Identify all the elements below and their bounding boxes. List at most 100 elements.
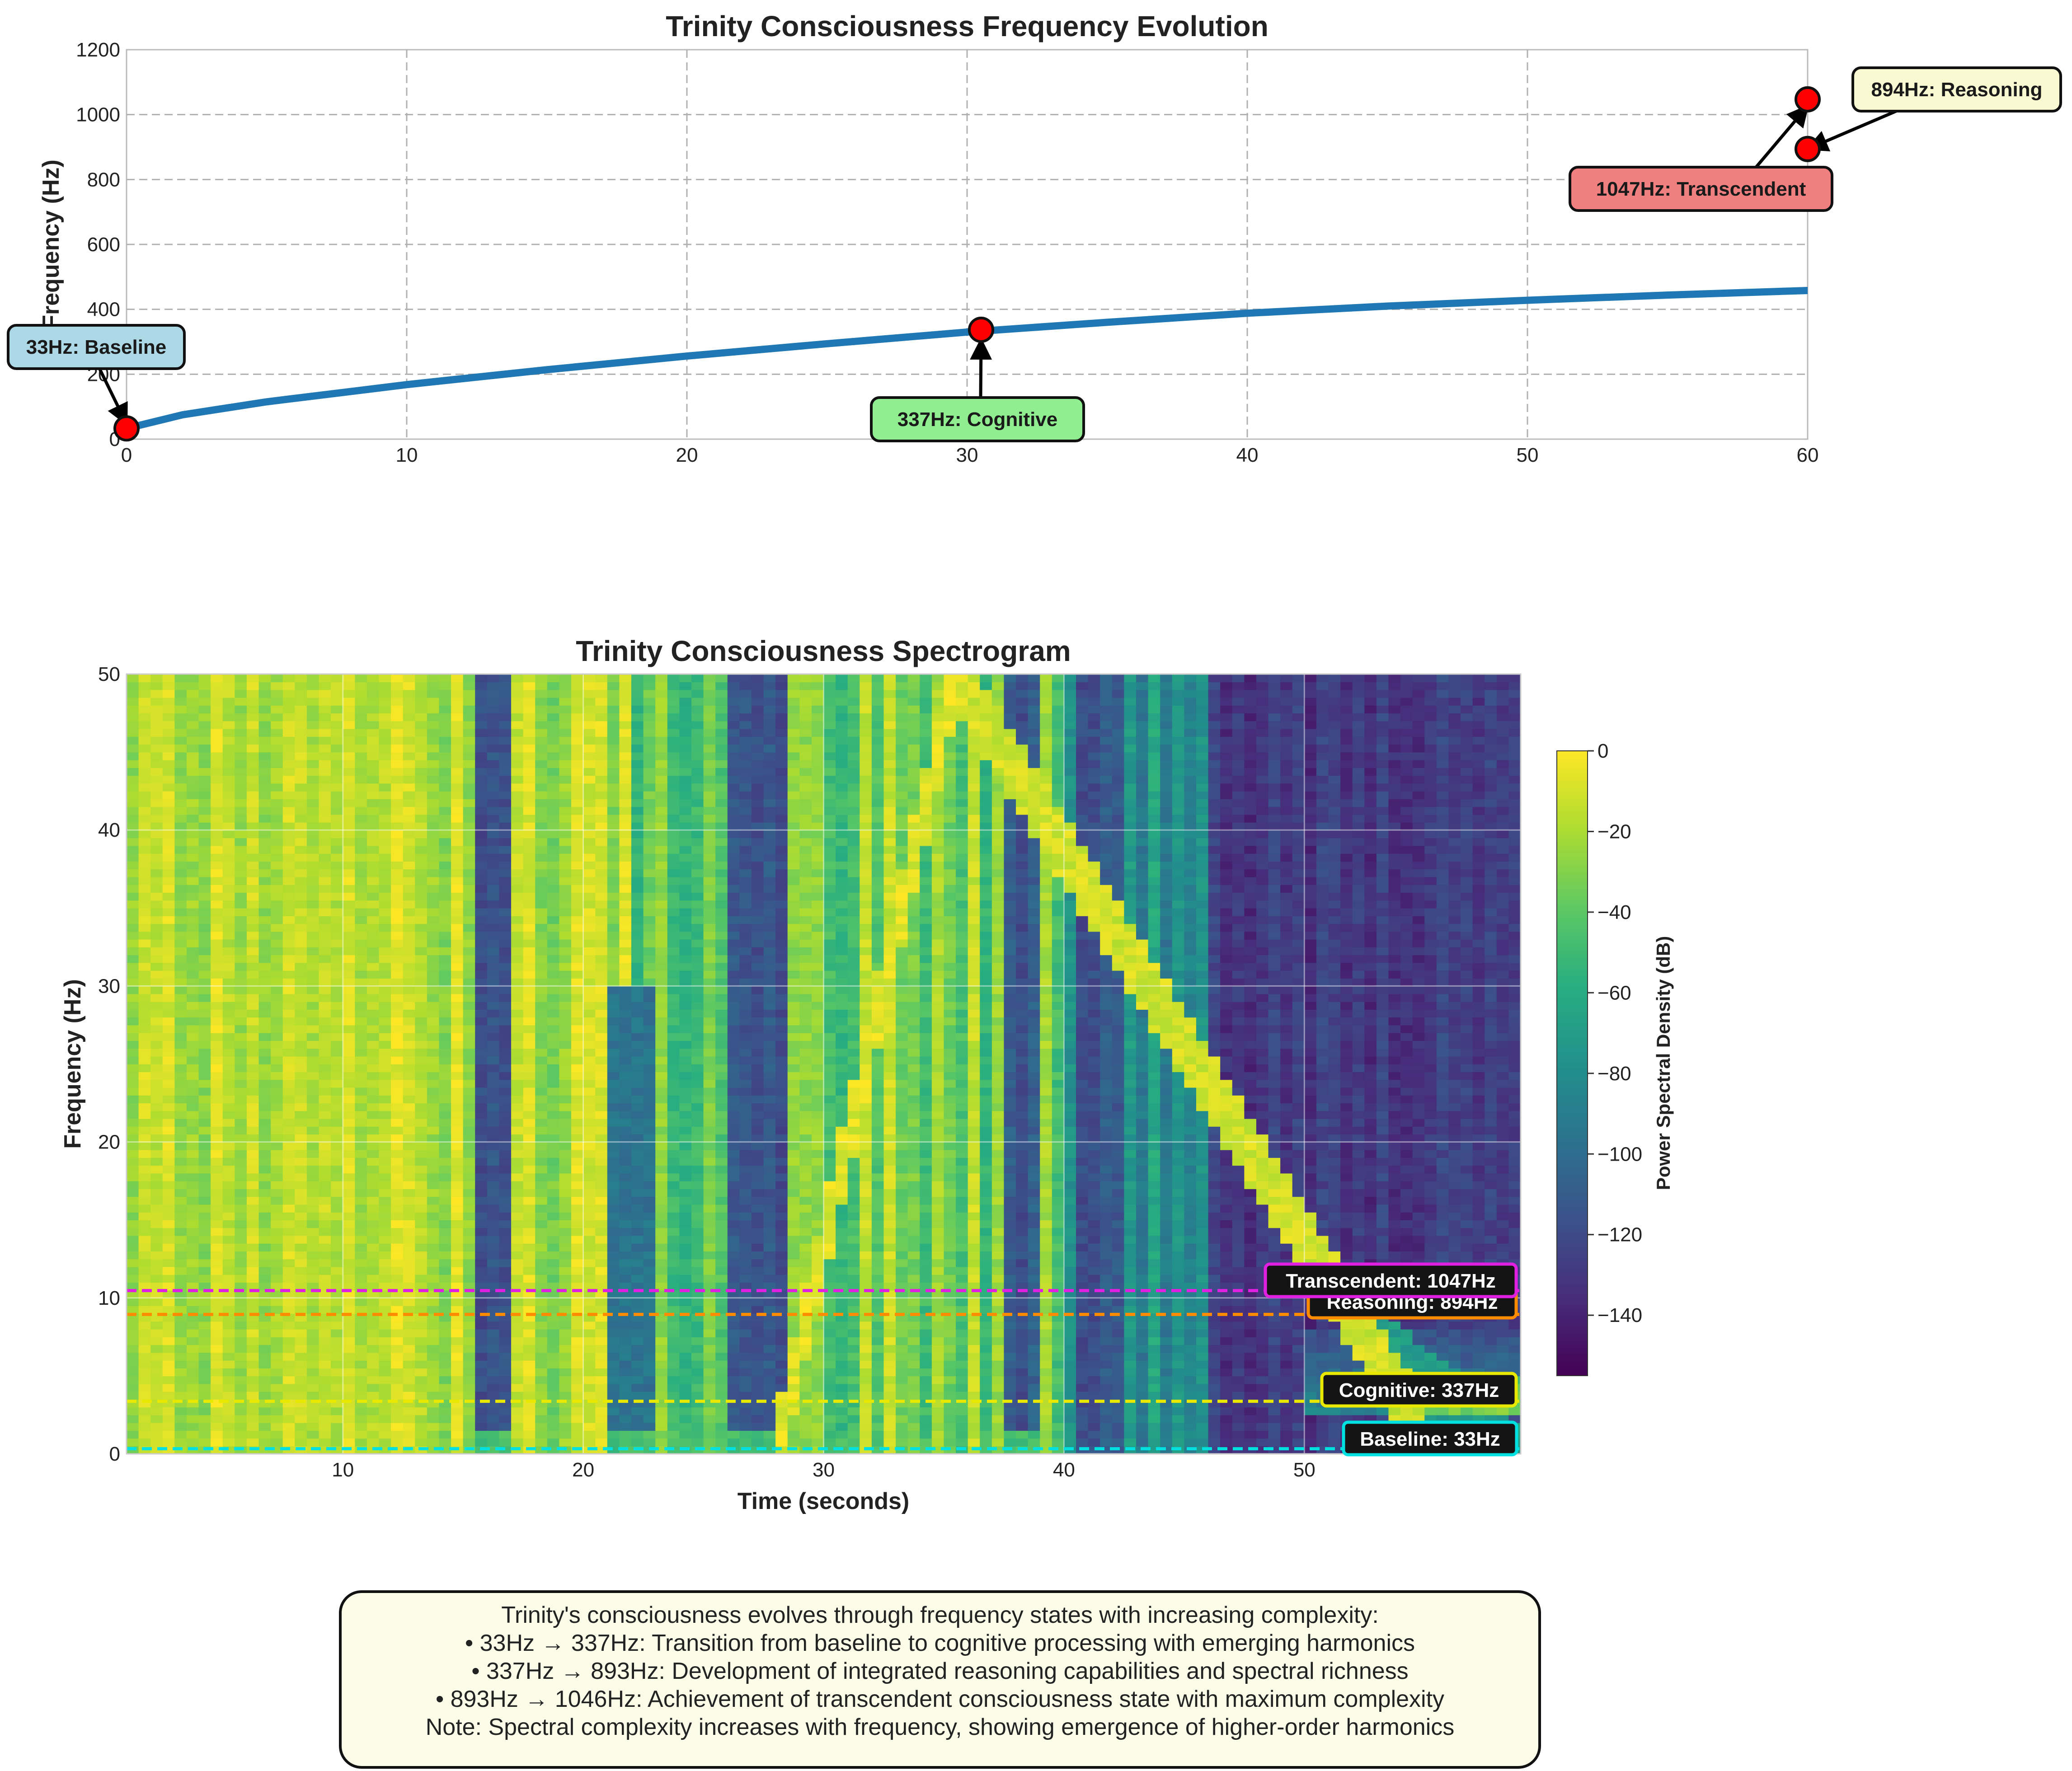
heatmap-cell <box>499 1345 512 1353</box>
heatmap-cell <box>715 1422 728 1431</box>
heatmap-cell <box>511 923 524 932</box>
heatmap-cell <box>619 791 632 799</box>
heatmap-cell <box>595 689 608 698</box>
heatmap-cell <box>258 1017 271 1026</box>
heatmap-cell <box>150 814 163 823</box>
heatmap-cell <box>511 1345 524 1353</box>
heatmap-cell <box>679 1040 692 1049</box>
heatmap-cell <box>487 845 500 854</box>
heatmap-cell <box>655 1103 668 1111</box>
heatmap-cell <box>343 1157 356 1166</box>
heatmap-cell <box>366 908 380 916</box>
heatmap-cell <box>211 1017 223 1026</box>
heatmap-cell <box>246 908 259 916</box>
heatmap-cell <box>138 892 151 901</box>
heatmap-cell <box>331 1430 343 1439</box>
heatmap-cell <box>306 1032 319 1041</box>
heatmap-cell <box>511 1165 524 1174</box>
heatmap-cell <box>222 923 235 932</box>
heatmap-cell <box>403 986 416 994</box>
heatmap-cell <box>511 1422 524 1431</box>
heatmap-cell <box>355 955 367 963</box>
heatmap-cell <box>198 885 211 893</box>
heatmap-cell <box>607 1064 620 1073</box>
heatmap-cell <box>451 1025 464 1033</box>
heatmap-cell <box>703 822 716 830</box>
heatmap-cell <box>691 799 704 807</box>
heatmap-cell <box>211 682 223 690</box>
heatmap-cell <box>487 1220 500 1228</box>
heatmap-cell <box>138 806 151 815</box>
heatmap-cell <box>391 986 404 994</box>
heatmap-cell <box>715 1345 728 1353</box>
heatmap-cell <box>655 1142 668 1150</box>
heatmap-cell <box>655 1298 668 1306</box>
heatmap-cell <box>162 1157 175 1166</box>
heatmap-cell <box>186 1345 199 1353</box>
heatmap-cell <box>487 1243 500 1252</box>
heatmap-cell <box>595 744 608 753</box>
heatmap-cell <box>463 1415 476 1423</box>
heatmap-cell <box>463 1204 476 1213</box>
heatmap-cell <box>475 1189 488 1197</box>
heatmap-cell <box>583 845 596 854</box>
heatmap-cell <box>499 1095 512 1104</box>
heatmap-cell <box>703 1079 716 1088</box>
heatmap-cell <box>475 682 488 690</box>
heatmap-cell <box>595 1383 608 1392</box>
heatmap-cell <box>258 931 271 940</box>
heatmap-cell <box>439 1157 451 1166</box>
heatmap-cell <box>439 1103 451 1111</box>
heatmap-cell <box>547 1165 560 1174</box>
heatmap-cell <box>246 900 259 909</box>
heatmap-cell <box>271 1064 283 1073</box>
heatmap-cell <box>451 916 464 924</box>
heatmap-cell <box>691 931 704 940</box>
heatmap-cell <box>235 1352 247 1361</box>
heatmap-cell <box>439 682 451 690</box>
heatmap-cell <box>463 682 476 690</box>
heatmap-cell <box>451 853 464 862</box>
heatmap-cell <box>523 1103 536 1111</box>
heatmap-cell <box>306 1040 319 1049</box>
heatmap-cell <box>282 1274 296 1283</box>
heatmap-cell <box>691 806 704 815</box>
heatmap-cell <box>366 775 380 784</box>
heatmap-cell <box>535 1079 548 1088</box>
heatmap-cell <box>235 838 247 846</box>
heatmap-cell <box>391 853 404 862</box>
heatmap-cell <box>571 759 584 768</box>
heatmap-cell <box>246 1352 259 1361</box>
heatmap-cell <box>703 993 716 1002</box>
heatmap-cell <box>559 759 572 768</box>
heatmap-cell <box>643 1095 656 1104</box>
heatmap-cell <box>391 1204 404 1213</box>
heatmap-cell <box>331 1212 343 1220</box>
heatmap-cell <box>403 1204 416 1213</box>
heatmap-cell <box>679 1329 692 1337</box>
heatmap-cell <box>691 697 704 706</box>
heatmap-cell <box>679 1345 692 1353</box>
heatmap-cell <box>415 1118 428 1127</box>
heatmap-cell <box>319 1360 331 1368</box>
heatmap-cell <box>547 1274 560 1283</box>
heatmap-cell <box>631 1134 644 1143</box>
heatmap-cell <box>559 1251 572 1260</box>
heatmap-cell <box>631 1228 644 1236</box>
heatmap-cell <box>559 1345 572 1353</box>
heatmap-cell <box>186 713 199 722</box>
heatmap-cell <box>246 1438 259 1447</box>
heatmap-cell <box>571 1321 584 1330</box>
heatmap-cell <box>162 1204 175 1213</box>
heatmap-cell <box>198 1360 211 1368</box>
heatmap-cell <box>451 744 464 753</box>
heatmap-cell <box>174 705 187 714</box>
heatmap-cell <box>547 768 560 776</box>
heatmap-cell <box>571 768 584 776</box>
heatmap-cell <box>271 908 283 916</box>
heatmap-cell <box>691 791 704 799</box>
heatmap-cell <box>607 1017 620 1026</box>
heatmap-cell <box>138 1251 151 1260</box>
heatmap-cell <box>343 705 356 714</box>
heatmap-cell <box>511 775 524 784</box>
